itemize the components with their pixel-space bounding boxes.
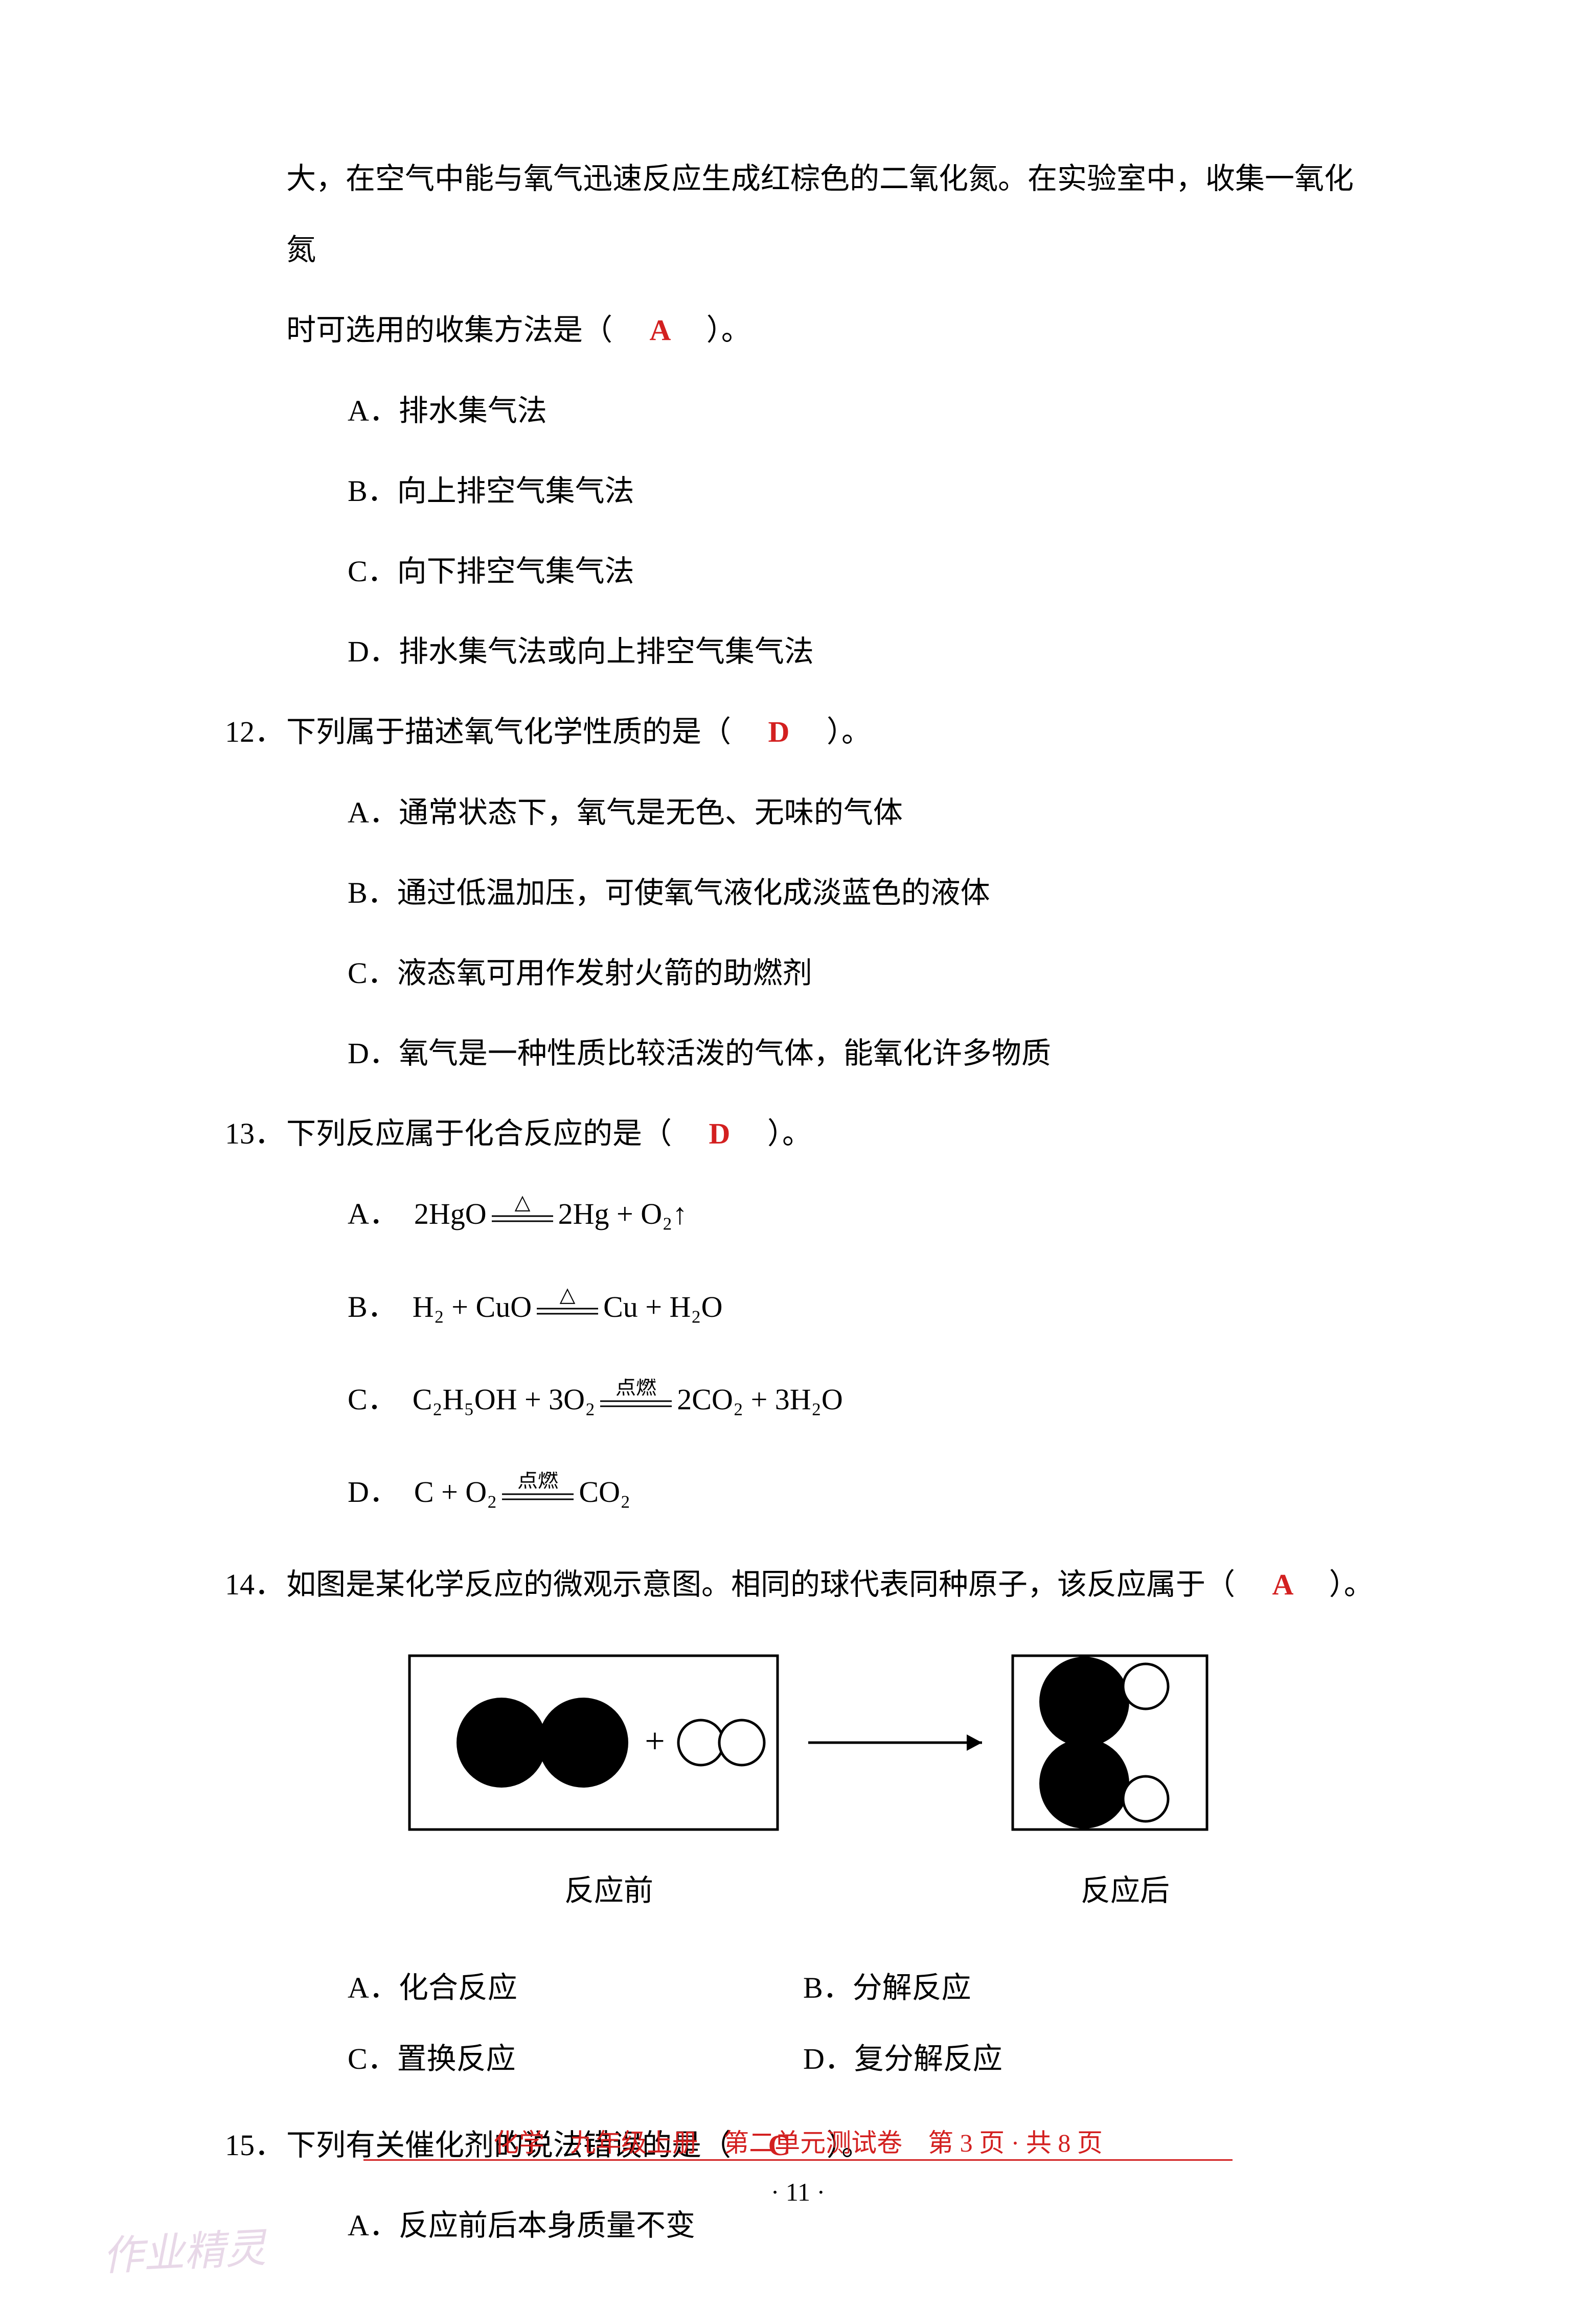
q12-opt-b: B．通过低温加压，可使氧气液化成淡蓝色的液体: [225, 857, 1381, 928]
q14-opt-c: C．置换反应: [225, 2023, 803, 2094]
q14-opts-row2: C．置换反应 D．复分解反应: [225, 2023, 1381, 2094]
q12-answer: D: [739, 715, 819, 748]
q12-text-b: ）。: [827, 715, 871, 748]
q14-answer: A: [1243, 1568, 1322, 1601]
svg-text:△: △: [514, 1194, 530, 1214]
reaction-arrow-icon: 点燃: [595, 1379, 677, 1420]
label-after: 反应后: [1028, 1855, 1222, 1926]
q11-answer: A: [620, 313, 699, 347]
q13-eq-a-rhs: 2Hg + O₂↑: [558, 1178, 688, 1249]
svg-text:点燃: 点燃: [615, 1379, 656, 1399]
q14-opts-row1: A．化合反应 B．分解反应: [225, 1952, 1381, 2023]
q11-text-a: 时可选用的收集方法是（: [286, 313, 612, 347]
q13-eq-c: C． C₂H₅OH + 3O₂ 点燃 2CO₂ + 3H₂O: [225, 1364, 1381, 1435]
q14-diagram-labels: 反应前 反应后: [225, 1855, 1381, 1926]
reaction-diagram-icon: +: [369, 1651, 1238, 1835]
q13-eq-c-lhs: C₂H₅OH + 3O₂: [413, 1364, 596, 1435]
q12-text-a: 下列属于描述氧气化学性质的是（: [286, 715, 731, 748]
q13-eq-a-label: A．: [348, 1178, 399, 1249]
reaction-arrow-icon: 点燃: [497, 1472, 579, 1513]
q13-eq-d: D． C + O₂ 点燃 CO₂: [225, 1456, 1381, 1527]
q11-opt-b: B．向上排空气集气法: [225, 455, 1381, 527]
q13-eq-a: A． 2HgO △ 2Hg + O₂↑: [225, 1178, 1381, 1249]
reaction-arrow-icon: △: [487, 1194, 558, 1234]
svg-text:+: +: [645, 1722, 665, 1761]
footer-red: 化学 九年级上册 第二单元测试卷 第 3 页 · 共 8 页: [363, 2122, 1233, 2161]
q13-eq-b-lhs: H₂ + CuO: [413, 1271, 532, 1342]
q11-opt-d: D．排水集气法或向上排空气集气法: [225, 616, 1381, 687]
q13-text-b: ）。: [767, 1117, 812, 1150]
q13-eq-a-lhs: 2HgO: [414, 1178, 487, 1249]
reaction-arrow-icon: △: [532, 1286, 603, 1327]
q11-line2: 时可选用的收集方法是（ A ）。: [225, 294, 1381, 365]
svg-text:点燃: 点燃: [517, 1472, 558, 1492]
q14-text-b: ）。: [1329, 1568, 1374, 1601]
q13-eq-c-rhs: 2CO₂ + 3H₂O: [677, 1364, 843, 1435]
q13-num: 13．: [225, 1098, 286, 1169]
q13-text-a: 下列反应属于化合反应的是（: [286, 1117, 672, 1150]
q13-eq-d-lhs: C + O₂: [414, 1456, 497, 1527]
q11-opt-c: C．向下排空气集气法: [225, 536, 1381, 607]
q13-eq-c-label: C．: [348, 1364, 397, 1435]
q14: 14． 如图是某化学反应的微观示意图。相同的球代表同种原子，该反应属于（ A ）…: [225, 1549, 1381, 1620]
footer-page: · 11 ·: [0, 2177, 1596, 2207]
q14-num: 14．: [225, 1549, 286, 1620]
q12-num: 12．: [225, 696, 286, 767]
q13-eq-d-rhs: CO₂: [579, 1456, 630, 1527]
q12-opt-c: C．液态氧可用作发射火箭的助燃剂: [225, 938, 1381, 1009]
q12-opt-a: A．通常状态下，氧气是无色、无味的气体: [225, 777, 1381, 848]
q14-opt-a: A．化合反应: [225, 1952, 803, 2023]
label-before: 反应前: [425, 1855, 793, 1926]
watermark: 作业精灵: [101, 2215, 267, 2283]
q13: 13． 下列反应属于化合反应的是（ D ）。: [225, 1098, 1381, 1169]
q13-answer: D: [679, 1117, 760, 1150]
q12: 12． 下列属于描述氧气化学性质的是（ D ）。: [225, 696, 1381, 767]
q15-num: 15．: [225, 2110, 286, 2181]
q14-diagram: +: [225, 1651, 1381, 1835]
q14-text-a: 如图是某化学反应的微观示意图。相同的球代表同种原子，该反应属于（: [286, 1568, 1235, 1601]
q14-opt-d: D．复分解反应: [803, 2023, 1381, 2094]
q14-opt-b: B．分解反应: [803, 1952, 1381, 2023]
q12-opt-d: D．氧气是一种性质比较活泼的气体，能氧化许多物质: [225, 1018, 1381, 1089]
q13-eq-d-label: D．: [348, 1456, 399, 1527]
q11-opt-a: A．排水集气法: [225, 375, 1381, 446]
svg-text:△: △: [560, 1286, 576, 1306]
q13-eq-b: B． H₂ + CuO △ Cu + H₂O: [225, 1271, 1381, 1342]
q13-eq-b-label: B．: [348, 1271, 397, 1342]
q11-text-b: ）。: [706, 313, 751, 347]
q13-eq-b-rhs: Cu + H₂O: [603, 1271, 722, 1342]
q11-line1: 大，在空气中能与氧气迅速反应生成红棕色的二氧化氮。在实验室中，收集一氧化氮: [225, 143, 1381, 285]
